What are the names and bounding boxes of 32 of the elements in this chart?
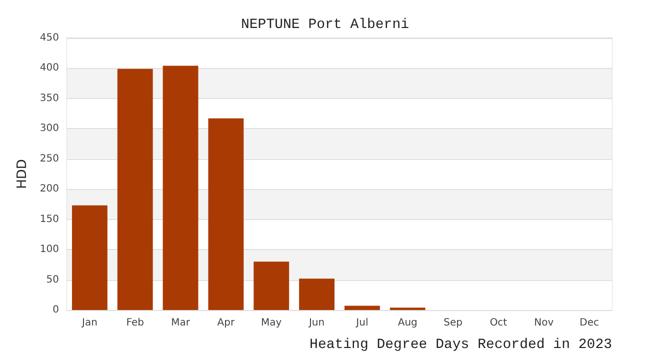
- y-tick-label: 300: [40, 123, 59, 134]
- y-tick-label: 100: [40, 244, 59, 256]
- x-tick-label: Apr: [217, 318, 236, 328]
- x-axis-title: Heating Degree Days Recorded in 2023: [310, 337, 612, 353]
- x-tick-label: Jun: [308, 318, 325, 328]
- x-tick-label: Feb: [126, 318, 144, 328]
- y-tick-label: 50: [46, 274, 59, 286]
- x-tick-label: May: [261, 318, 282, 328]
- x-tick-label: Nov: [534, 318, 554, 328]
- bar: [72, 205, 108, 310]
- y-tick-label: 400: [40, 62, 59, 74]
- x-tick-label: Mar: [171, 318, 191, 328]
- y-tick-label: 250: [40, 153, 59, 164]
- y-tick-label: 450: [40, 32, 59, 44]
- y-tick-label: 0: [52, 304, 59, 316]
- x-tick-label: Jan: [80, 318, 98, 328]
- bar: [208, 118, 244, 310]
- y-axis-title: HDD: [15, 159, 30, 189]
- bar: [299, 278, 334, 310]
- x-tick-label: Oct: [490, 318, 508, 328]
- y-tick-label: 150: [40, 214, 59, 225]
- x-tick-label: Dec: [580, 318, 599, 328]
- x-tick-label: Sep: [444, 318, 462, 328]
- bar: [162, 66, 198, 310]
- x-tick-label: Aug: [398, 318, 418, 328]
- x-tick-label: Jul: [355, 318, 368, 328]
- bar: [344, 306, 380, 310]
- bar: [117, 68, 153, 310]
- chart-title: NEPTUNE Port Alberni: [240, 17, 410, 33]
- bar: [254, 262, 290, 310]
- y-tick-label: 200: [40, 184, 59, 195]
- y-tick-label: 350: [40, 92, 59, 104]
